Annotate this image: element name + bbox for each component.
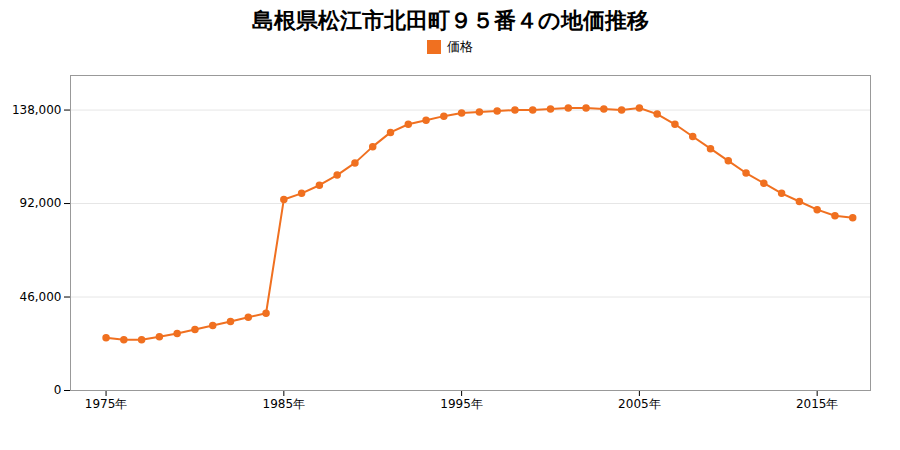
svg-text:1985年: 1985年 [263, 397, 306, 411]
svg-text:1975年: 1975年 [85, 397, 128, 411]
svg-text:2005年: 2005年 [618, 397, 661, 411]
html-text:島根県松江市北田町９５番４の地価推移: 島根県松江市北田町９５番４の地価推移 [251, 8, 649, 33]
svg-text:1995年: 1995年 [440, 397, 483, 411]
svg-text:46,000: 46,000 [20, 290, 62, 304]
svg-text:0: 0 [54, 383, 62, 397]
svg-text:2015年: 2015年 [796, 397, 839, 411]
html-text:価格: 価格 [447, 39, 473, 54]
svg-text:138,000: 138,000 [12, 103, 62, 117]
svg-text:92,000: 92,000 [20, 196, 62, 210]
